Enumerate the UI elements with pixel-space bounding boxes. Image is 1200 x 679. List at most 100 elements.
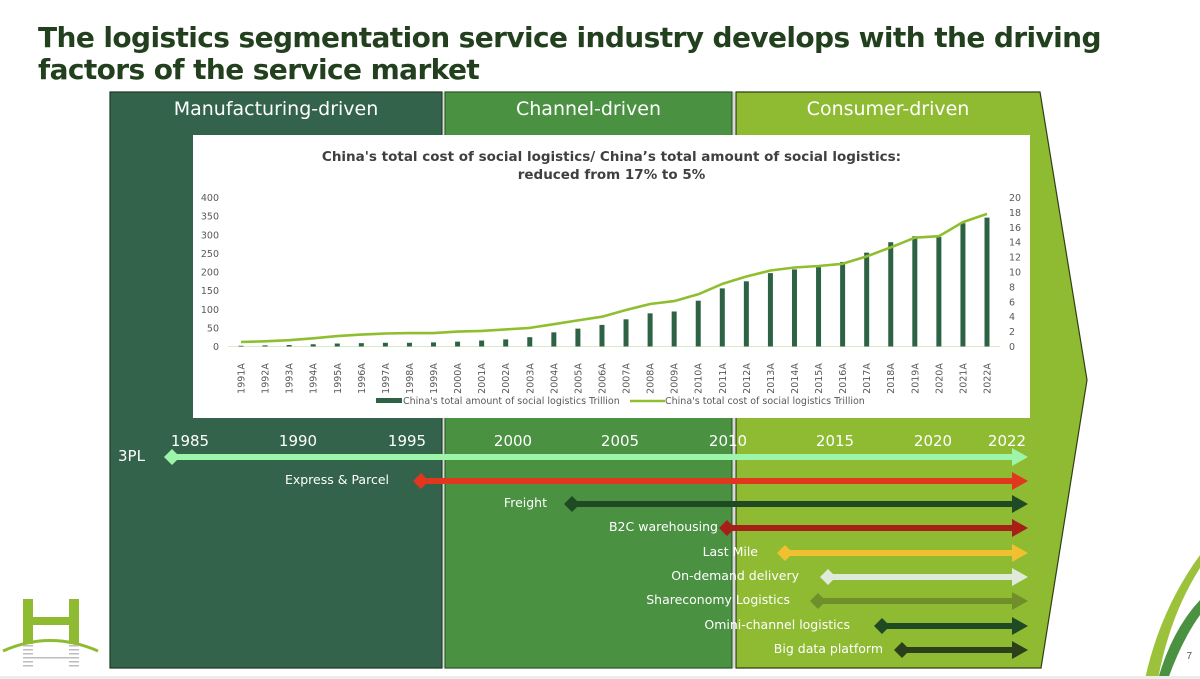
- right-axis-tick: 10: [1009, 268, 1021, 279]
- arrowhead-icon: [1012, 472, 1028, 490]
- company-logo: [2, 599, 99, 667]
- timeline-year: 2020: [913, 432, 953, 450]
- bar-2020A: [936, 236, 942, 347]
- right-axis-tick: 20: [1009, 193, 1021, 204]
- bar-1993A: [286, 345, 292, 347]
- left-axis-tick: 200: [201, 268, 219, 279]
- x-tick-label: 2000A: [453, 363, 464, 394]
- bar-2009A: [671, 311, 677, 347]
- arrowhead-icon: [1012, 592, 1028, 610]
- x-tick-label: 2005A: [573, 363, 584, 394]
- bar-2002A: [503, 339, 509, 347]
- service-arrow-express-parcel: [413, 472, 1028, 490]
- chart-title-line-2: reduced from 17% to 5%: [517, 167, 706, 183]
- bar-1996A: [358, 343, 364, 347]
- service-label: On-demand delivery: [671, 568, 799, 583]
- phase-label-channel: Channel-driven: [516, 98, 661, 120]
- bar-2004A: [551, 332, 557, 347]
- x-tick-label: 2011A: [718, 363, 729, 394]
- x-tick-label: 2009A: [670, 363, 681, 394]
- x-tick-label: 1996A: [357, 363, 368, 394]
- bar-1998A: [406, 342, 412, 347]
- arrowhead-icon: [1012, 495, 1028, 513]
- chart-panel: China's total cost of social logistics/ …: [193, 135, 1030, 418]
- x-tick-label: 1991A: [237, 363, 248, 394]
- bar-1991A: [238, 345, 244, 347]
- x-tick-label: 1992A: [261, 363, 272, 394]
- bar-2012A: [743, 281, 749, 347]
- bar-2021A: [960, 223, 966, 347]
- service-arrow-last-mile: [777, 544, 1028, 562]
- cost-line: [240, 212, 988, 344]
- x-tick-label: 2012A: [742, 363, 753, 394]
- h-bridge-logo-icon: [2, 599, 99, 667]
- x-tick-label: 2019A: [910, 363, 921, 394]
- x-tick-label: 2016A: [838, 363, 849, 394]
- right-axis-tick: 6: [1009, 297, 1015, 308]
- left-axis-tick: 300: [201, 230, 219, 241]
- x-tick-label: 1999A: [429, 363, 440, 394]
- bar-2000A: [455, 341, 461, 347]
- service-arrow-shareconomy-logistics: [810, 592, 1028, 610]
- page-title: The logistics segmentation service indus…: [38, 21, 1102, 86]
- service-arrow-big-data-platform: [894, 641, 1028, 659]
- service-label: Express & Parcel: [284, 472, 389, 487]
- service-label: 3PL: [118, 447, 145, 465]
- right-axis-tick: 0: [1009, 342, 1015, 353]
- right-axis-tick: 8: [1009, 282, 1015, 293]
- left-axis-tick: 50: [207, 323, 219, 334]
- service-arrow-freight: [564, 495, 1028, 513]
- x-tick-label: 1995A: [333, 363, 344, 394]
- right-axis-tick: 14: [1009, 238, 1021, 249]
- timeline-year: 2022: [987, 432, 1027, 450]
- bar-1994A: [310, 344, 316, 347]
- arrowhead-icon: [1012, 568, 1028, 586]
- diamond-start-icon: [820, 569, 836, 585]
- bar-2014A: [791, 269, 797, 347]
- service-arrow-omini-channel-logistics: [874, 617, 1028, 635]
- left-axis-tick: 150: [201, 286, 219, 297]
- bar-2019A: [912, 236, 918, 347]
- x-tick-label: 2003A: [525, 363, 536, 394]
- bar-1997A: [382, 342, 388, 347]
- chart-title-line-1: China's total cost of social logistics/ …: [321, 149, 902, 165]
- bar-2013A: [767, 273, 773, 347]
- arrowhead-icon: [1012, 641, 1028, 659]
- bar-2007A: [623, 319, 629, 347]
- x-tick-label: 2015A: [814, 363, 825, 394]
- timeline-year: 2000: [493, 432, 533, 450]
- bar-1999A: [431, 342, 437, 347]
- x-tick-label: 2014A: [790, 363, 801, 394]
- footer-divider: [0, 676, 1200, 679]
- bar-2005A: [575, 328, 581, 347]
- bar-2015A: [816, 267, 822, 347]
- service-arrow-on-demand-delivery: [820, 568, 1028, 586]
- left-axis-tick: 100: [201, 305, 219, 316]
- x-tick-label: 2013A: [766, 363, 777, 394]
- x-tick-label: 2006A: [597, 363, 608, 394]
- x-tick-label: 1997A: [381, 363, 392, 394]
- page-number: 7: [1186, 651, 1192, 662]
- left-axis-tick: 0: [213, 342, 219, 353]
- x-tick-label: 2017A: [862, 363, 873, 394]
- diamond-start-icon: [874, 618, 890, 634]
- right-axis-tick: 4: [1009, 312, 1015, 323]
- diamond-start-icon: [894, 642, 910, 658]
- timeline-year: 1990: [278, 432, 318, 450]
- bar-1992A: [262, 345, 268, 347]
- phase-label-manufacturing: Manufacturing-driven: [173, 98, 379, 120]
- phase-label-consumer: Consumer-driven: [806, 98, 970, 120]
- service-arrow-b2c-warehousing: [719, 519, 1028, 537]
- bar-2017A: [864, 252, 870, 347]
- left-axis-tick: 350: [201, 212, 219, 223]
- bar-1995A: [334, 343, 340, 347]
- timeline-year: 2015: [815, 432, 855, 450]
- bar-2022A: [984, 217, 990, 347]
- timeline-year: 1985: [170, 432, 210, 450]
- legend-label-cost: China's total cost of social logistics T…: [665, 396, 865, 407]
- x-tick-label: 1994A: [309, 363, 320, 394]
- chart-title: China's total cost of social logistics/ …: [193, 148, 1030, 184]
- bar-2016A: [840, 261, 846, 347]
- right-axis-tick: 12: [1009, 253, 1021, 264]
